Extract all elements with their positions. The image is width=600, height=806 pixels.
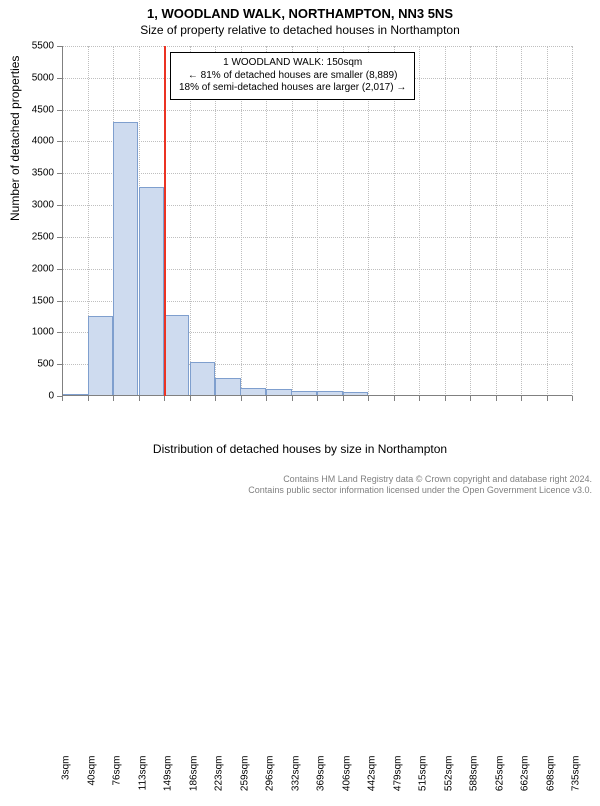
y-tick-mark xyxy=(57,205,62,206)
x-tick-mark xyxy=(317,396,318,401)
x-tick-mark xyxy=(521,396,522,401)
y-tick-label: 500 xyxy=(0,359,54,370)
x-tick-label: 223sqm xyxy=(214,756,225,806)
x-tick-mark xyxy=(470,396,471,401)
y-tick-label: 4500 xyxy=(0,104,54,115)
x-tick-label: 406sqm xyxy=(341,756,352,806)
annotation-box: 1 WOODLAND WALK: 150sqm ← 81% of detache… xyxy=(170,52,415,100)
y-tick-label: 2000 xyxy=(0,263,54,274)
x-tick-label: 3sqm xyxy=(61,756,72,806)
y-tick-label: 3000 xyxy=(0,200,54,211)
x-tick-mark xyxy=(164,396,165,401)
y-tick-label: 5000 xyxy=(0,72,54,83)
x-tick-label: 515sqm xyxy=(418,756,429,806)
x-tick-mark xyxy=(241,396,242,401)
y-tick-mark xyxy=(57,269,62,270)
x-tick-mark xyxy=(394,396,395,401)
annotation-line-1: 1 WOODLAND WALK: 150sqm xyxy=(179,57,406,70)
x-tick-mark xyxy=(547,396,548,401)
y-tick-mark xyxy=(57,332,62,333)
x-tick-mark xyxy=(88,396,89,401)
y-tick-mark xyxy=(57,141,62,142)
x-tick-mark xyxy=(113,396,114,401)
x-tick-mark xyxy=(62,396,63,401)
chart-container: 1, WOODLAND WALK, NORTHAMPTON, NN3 5NS S… xyxy=(0,0,600,500)
y-tick-mark xyxy=(57,364,62,365)
x-tick-label: 552sqm xyxy=(443,756,454,806)
x-tick-label: 332sqm xyxy=(290,756,301,806)
x-tick-label: 259sqm xyxy=(239,756,250,806)
x-tick-label: 479sqm xyxy=(392,756,403,806)
annotation-line-3: 18% of semi-detached houses are larger (… xyxy=(179,82,406,95)
y-tick-label: 0 xyxy=(0,391,54,402)
x-tick-label: 40sqm xyxy=(86,756,97,806)
y-tick-label: 2500 xyxy=(0,231,54,242)
x-tick-label: 588sqm xyxy=(469,756,480,806)
gridline-v xyxy=(572,46,573,396)
x-tick-label: 698sqm xyxy=(545,756,556,806)
x-tick-mark xyxy=(419,396,420,401)
x-tick-mark xyxy=(572,396,573,401)
y-tick-mark xyxy=(57,173,62,174)
y-tick-label: 4000 xyxy=(0,136,54,147)
plot-region: 3sqm40sqm76sqm113sqm149sqm186sqm223sqm25… xyxy=(62,46,572,396)
y-tick-label: 3500 xyxy=(0,168,54,179)
x-tick-mark xyxy=(343,396,344,401)
x-tick-label: 186sqm xyxy=(188,756,199,806)
x-tick-label: 662sqm xyxy=(520,756,531,806)
y-tick-label: 5500 xyxy=(0,41,54,52)
footer-attribution: Contains HM Land Registry data © Crown c… xyxy=(248,474,592,497)
x-tick-mark xyxy=(215,396,216,401)
y-tick-mark xyxy=(57,46,62,47)
x-tick-label: 369sqm xyxy=(316,756,327,806)
footer-line-2: Contains public sector information licen… xyxy=(248,485,592,496)
y-tick-label: 1000 xyxy=(0,327,54,338)
y-tick-mark xyxy=(57,110,62,111)
footer-line-1: Contains HM Land Registry data © Crown c… xyxy=(248,474,592,485)
reference-line xyxy=(164,46,166,396)
annotation-line-2: ← 81% of detached houses are smaller (8,… xyxy=(179,70,406,83)
x-tick-label: 625sqm xyxy=(494,756,505,806)
x-tick-mark xyxy=(445,396,446,401)
x-tick-mark xyxy=(292,396,293,401)
x-tick-label: 149sqm xyxy=(163,756,174,806)
y-tick-label: 1500 xyxy=(0,295,54,306)
x-tick-label: 296sqm xyxy=(265,756,276,806)
y-tick-mark xyxy=(57,237,62,238)
chart-subtitle: Size of property relative to detached ho… xyxy=(0,21,600,37)
x-tick-label: 735sqm xyxy=(571,756,582,806)
x-tick-mark xyxy=(496,396,497,401)
x-tick-mark xyxy=(266,396,267,401)
x-tick-label: 76sqm xyxy=(112,756,123,806)
y-tick-mark xyxy=(57,78,62,79)
x-tick-mark xyxy=(368,396,369,401)
x-tick-mark xyxy=(139,396,140,401)
x-axis-label: Distribution of detached houses by size … xyxy=(0,442,600,456)
chart-title: 1, WOODLAND WALK, NORTHAMPTON, NN3 5NS xyxy=(0,0,600,21)
x-tick-label: 442sqm xyxy=(367,756,378,806)
x-tick-label: 113sqm xyxy=(137,756,148,806)
y-tick-mark xyxy=(57,301,62,302)
x-tick-mark xyxy=(190,396,191,401)
